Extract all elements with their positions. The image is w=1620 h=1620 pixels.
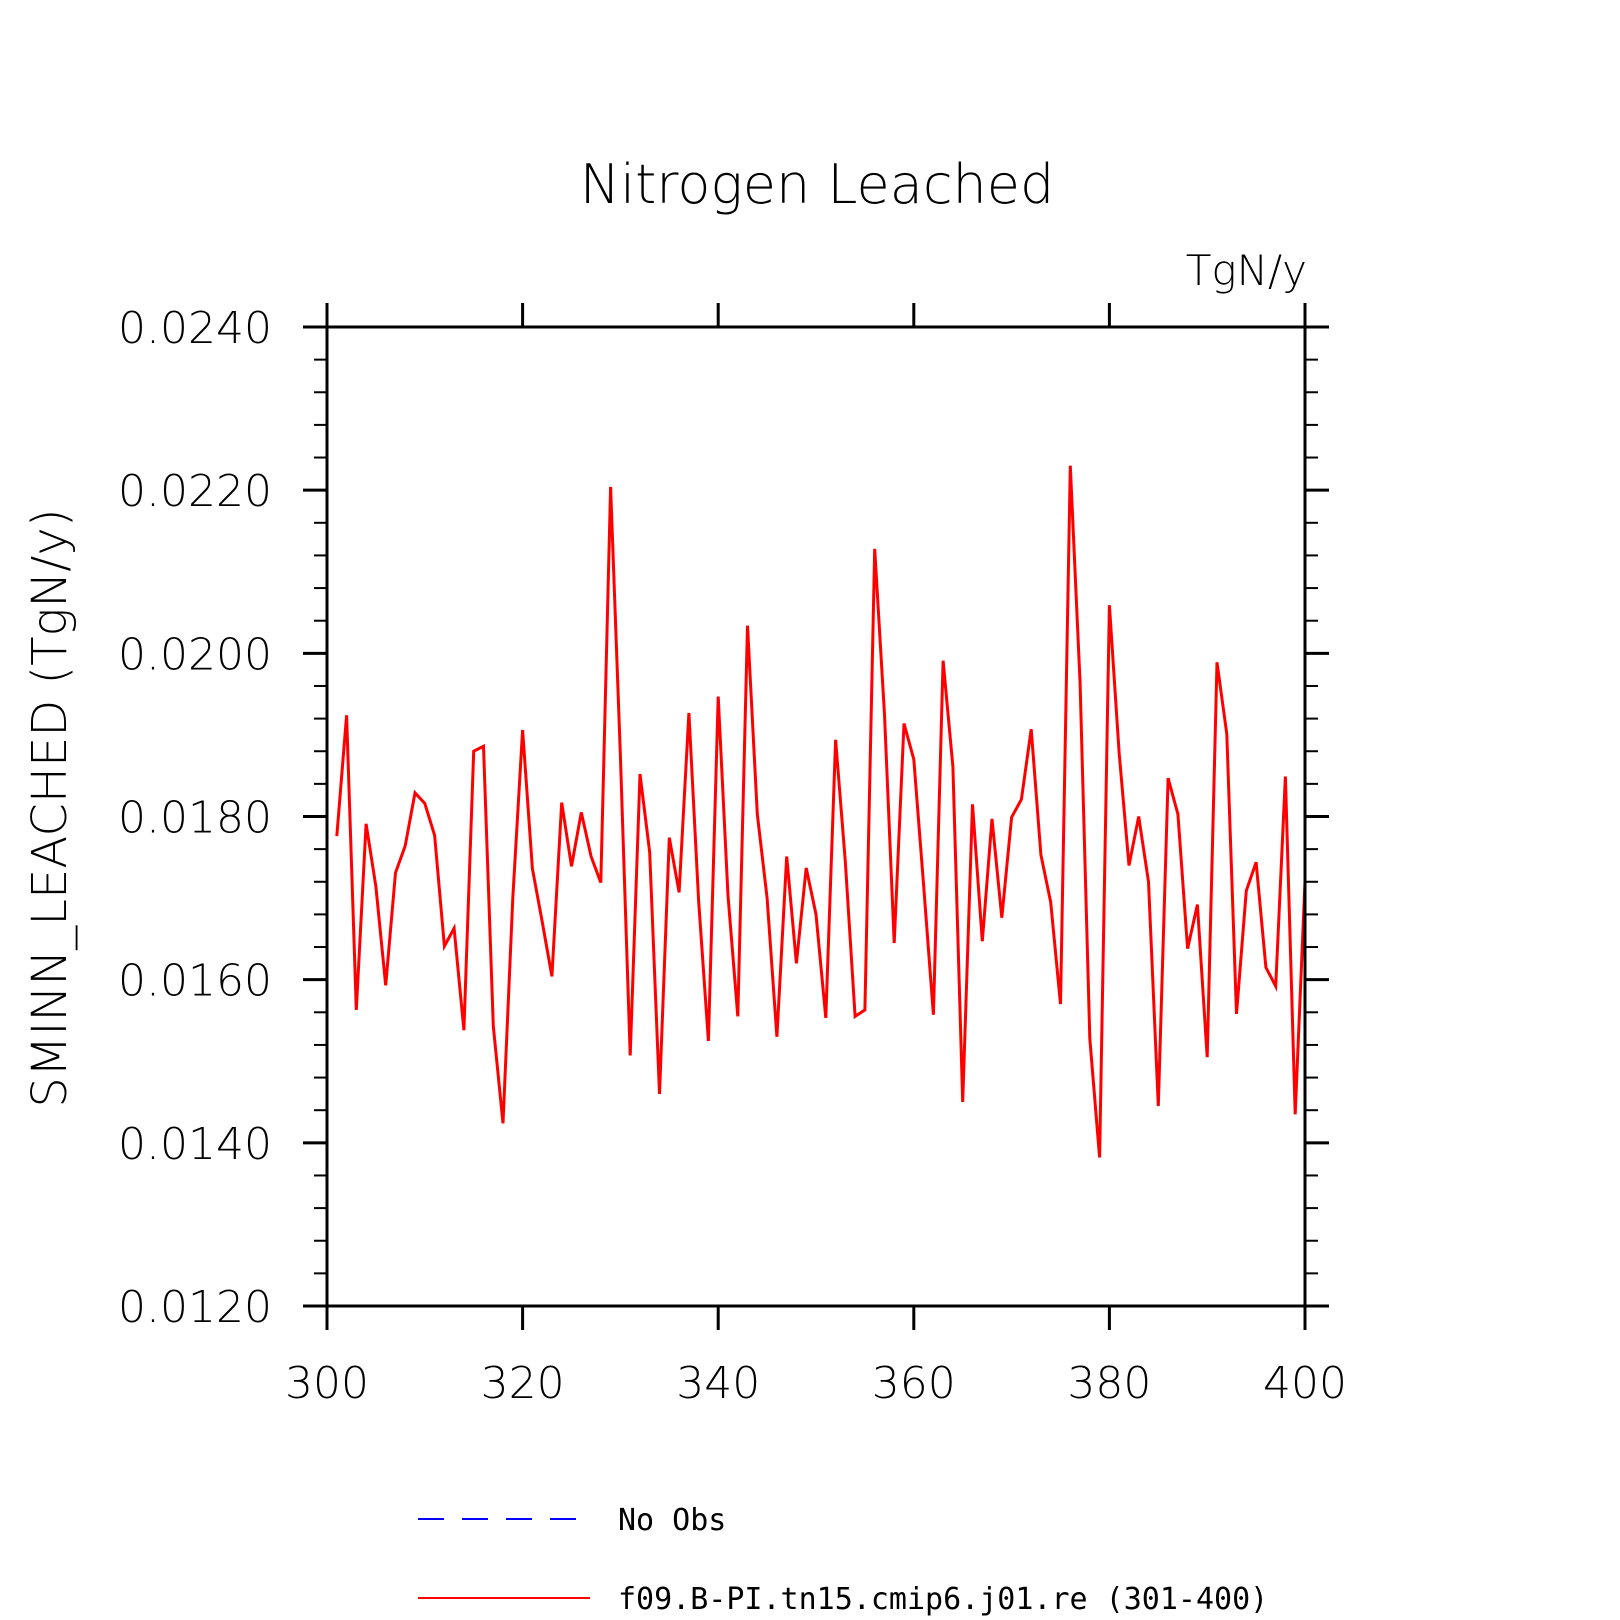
x-tick-label: 400: [1263, 1358, 1347, 1409]
axis-ticks: 300 320 340 360 380 400 0.0120 0.0140 0.0160 0.01…: [118, 303, 1347, 1409]
series-line: [335, 465, 1307, 1158]
series-layer: [335, 465, 1307, 1158]
y-tick-label: 0.0220: [118, 466, 272, 517]
y-tick-label: 0.0140: [118, 1119, 272, 1170]
x-tick-label: 380: [1067, 1358, 1151, 1409]
y-tick-label: 0.0160: [118, 956, 272, 1007]
x-tick-label: 360: [872, 1358, 956, 1409]
y-tick-label: 0.0180: [118, 793, 272, 844]
x-tick-label: 300: [285, 1358, 369, 1409]
units-label: TgN/y: [1186, 246, 1307, 295]
y-tick-label: 0.0200: [118, 629, 272, 680]
y-tick-label: 0.0120: [118, 1282, 272, 1333]
y-axis-label: SMINN_LEACHED (TgN/y): [22, 508, 78, 1107]
legend-label-model: f09.B-PI.tn15.cmip6.j01.re (301-400): [618, 1582, 1268, 1617]
legend: No Obs f09.B-PI.tn15.cmip6.j01.re (301-4…: [418, 1503, 1268, 1617]
x-tick-label: 320: [481, 1358, 565, 1409]
legend-label-no-obs: No Obs: [618, 1503, 726, 1538]
x-tick-label: 340: [676, 1358, 760, 1409]
plot-frame: [325, 325, 1307, 1308]
y-tick-label: 0.0240: [118, 303, 272, 354]
chart-title: Nitrogen Leached: [580, 153, 1055, 216]
